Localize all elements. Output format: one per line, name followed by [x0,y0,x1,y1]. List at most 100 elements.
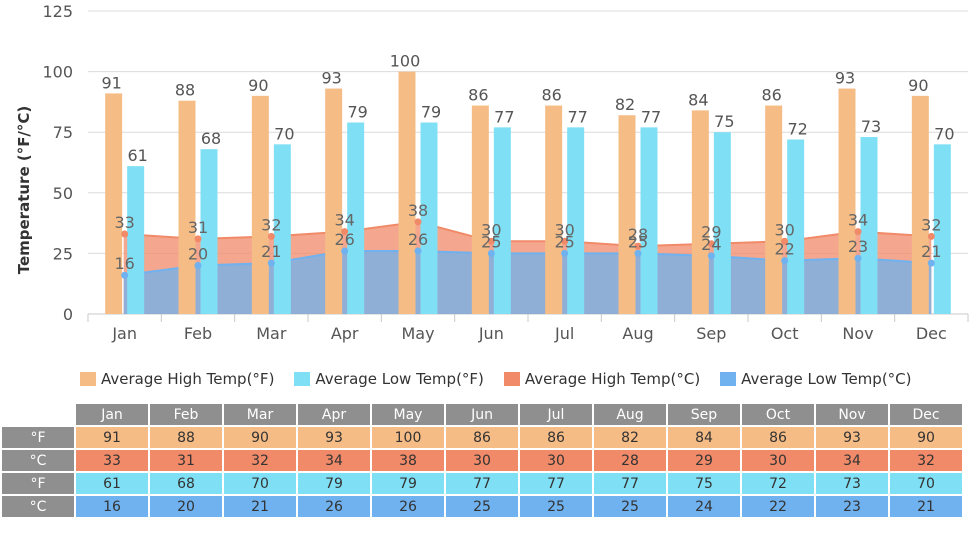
area-value-label: 29 [701,223,721,242]
bar [398,71,416,314]
y-tick-label: 125 [42,2,73,21]
table-month-header: Jun [446,404,518,425]
area-point [927,259,935,267]
legend-label: Average Low Temp(°C) [741,370,912,388]
bar [471,105,489,314]
table-cell: 26 [298,496,370,517]
area-value-label: 25 [481,232,501,251]
bar-value-label: 72 [787,119,807,138]
area-point [707,252,715,260]
area-point [561,249,569,257]
bar-value-label: 75 [714,112,734,131]
bar [713,132,731,314]
bar-value-label: 90 [248,76,268,95]
bar-value-label: 86 [468,86,488,105]
bar [911,95,929,314]
table-month-header: Jan [76,404,148,425]
table-month-header: Mar [224,404,296,425]
bar [105,93,123,314]
x-tick-label: Apr [331,324,359,343]
table-row: °C 16 20 21 26 26 25 25 25 24 22 23 21 [2,496,962,517]
area-value-label: 20 [188,245,208,264]
area-value-label: 32 [261,215,281,234]
bar [325,88,343,315]
bar-value-label: 79 [421,103,441,122]
bar [933,144,951,314]
table-cell: 38 [372,450,444,471]
legend-label: Average Low Temp(°F) [315,370,484,388]
bar [420,122,438,314]
axes: 0 25 50 75 100 125 Jan Feb Mar Apr May Jun Jul Aug Sep… [42,2,969,343]
area-value-label: 25 [554,232,574,251]
bar-value-label: 77 [494,107,514,126]
table-cell: 77 [520,473,592,494]
bar [691,110,709,314]
y-tick-label: 25 [53,244,73,263]
area-point [487,249,495,257]
bar [567,127,585,315]
table-cell: 86 [742,427,814,448]
table-cell: 21 [224,496,296,517]
bar-value-label: 91 [101,73,121,92]
area-point [634,242,642,250]
table-cell: 33 [76,450,148,471]
table-month-header: Aug [594,404,666,425]
table-row: °C 33 31 32 34 38 30 30 28 29 30 34 32 [2,450,962,471]
table-cell: 90 [890,427,962,448]
x-tick-label: Nov [842,324,873,343]
area-point [341,247,349,255]
bar-value-label: 70 [934,124,954,143]
area-points [121,218,935,279]
area-point [781,257,789,265]
table-cell: 23 [816,496,888,517]
bar [545,105,563,314]
legend-swatch [503,372,520,386]
table-cell: 77 [446,473,518,494]
area-point [561,237,569,245]
table-unit-cell: °C [2,450,74,471]
table-month-header: Jul [520,404,592,425]
legend-item[interactable]: Average Low Temp(°F) [294,370,484,388]
area-point [854,254,862,262]
table-cell: 79 [298,473,370,494]
table-cell: 28 [594,450,666,471]
area-value-label: 32 [921,215,941,234]
area-series [123,220,932,314]
area-value-label: 21 [261,242,281,261]
area-value-label: 23 [848,237,868,256]
bar [347,122,365,314]
legend-item[interactable]: Average Low Temp(°C) [720,370,912,388]
table-cell: 84 [668,427,740,448]
legend-item[interactable]: Average High Temp(°F) [80,370,274,388]
bar [787,139,805,314]
x-tick-label: Jul [554,324,574,343]
x-tick-label: Mar [256,324,287,343]
bar [127,166,145,314]
area-value-label: 33 [114,213,134,232]
table-cell: 86 [446,427,518,448]
table-cell: 34 [298,450,370,471]
bar [860,137,878,314]
legend-swatch [294,372,311,386]
y-tick-label: 100 [42,63,73,82]
area-value-label: 38 [408,201,428,220]
area-value-label: 25 [628,232,648,251]
bar-value-label: 90 [908,76,928,95]
table-cell: 82 [594,427,666,448]
x-tick-label: Jun [478,324,504,343]
table-cell: 88 [150,427,222,448]
bar-series [105,71,951,315]
table-cell: 16 [76,496,148,517]
table-cell: 25 [520,496,592,517]
legend-item[interactable]: Average High Temp(°C) [503,370,700,388]
bar-value-label: 77 [567,107,587,126]
table-unit-cell: °F [2,427,74,448]
bar [273,144,291,314]
area-value-label: 16 [114,254,134,273]
table-cell: 30 [742,450,814,471]
table-cell: 30 [520,450,592,471]
table-cell: 25 [446,496,518,517]
table-cell: 21 [890,496,962,517]
table-cell: 24 [668,496,740,517]
bar [838,88,856,315]
